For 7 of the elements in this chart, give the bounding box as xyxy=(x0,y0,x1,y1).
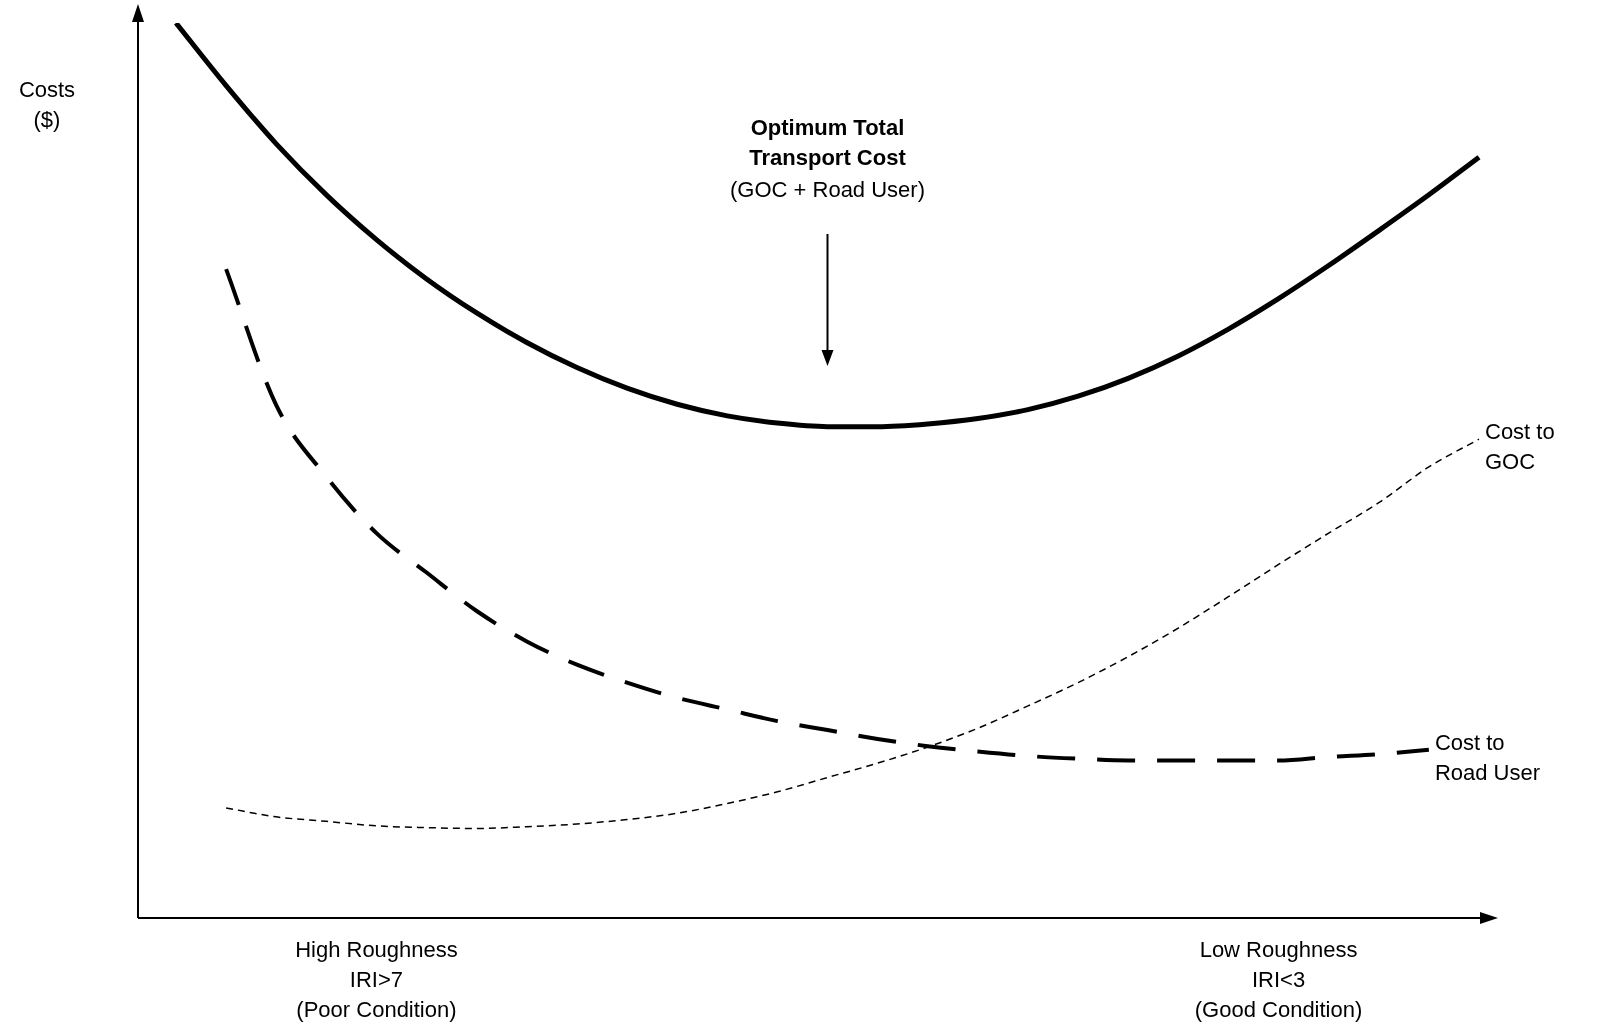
x-tick-label: Low Roughness IRI<3 (Good Condition) xyxy=(1194,937,1363,1023)
series-label: Cost to Road User xyxy=(1434,728,1542,787)
x-tick-label: High Roughness IRI>7 (Poor Condition) xyxy=(295,937,458,1023)
annotation: Optimum Total Transport Cost xyxy=(748,114,907,172)
y-axis-title: Costs ($) xyxy=(17,76,77,134)
series-label: Cost to GOC xyxy=(1485,418,1556,477)
annotation: (GOC + Road User) xyxy=(729,176,926,204)
